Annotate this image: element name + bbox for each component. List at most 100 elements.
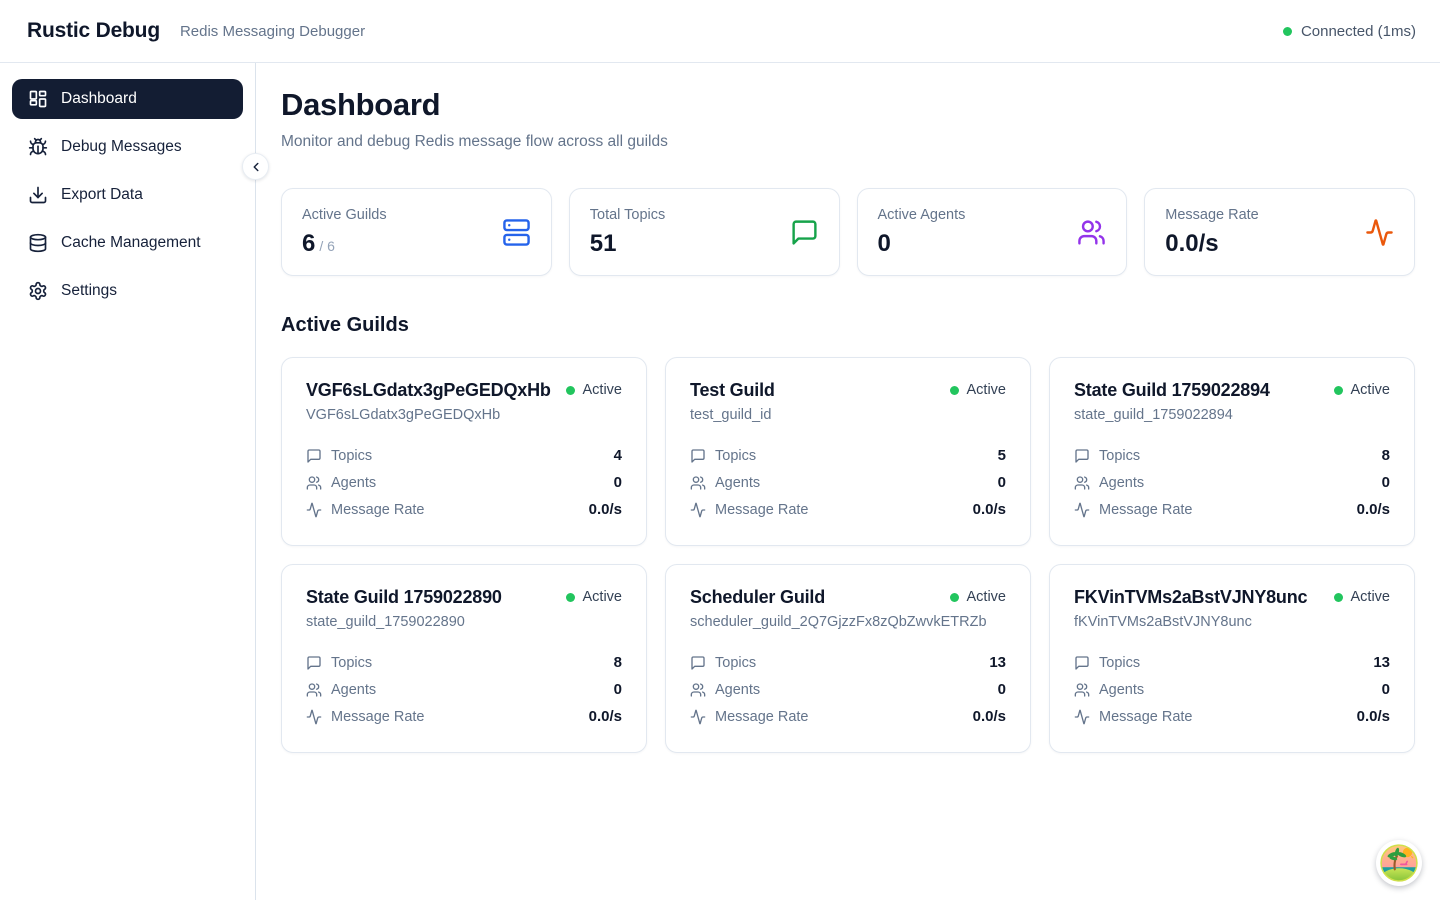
activity-icon	[690, 709, 706, 724]
stat-label: Message Rate	[1165, 206, 1259, 223]
guild-status-badge: Active	[565, 382, 623, 398]
sidebar-item-debug-messages[interactable]: Debug Messages	[12, 127, 243, 167]
guild-status-dot-icon	[949, 592, 959, 602]
users-icon	[690, 682, 706, 697]
guild-status-badge: Active	[565, 589, 623, 605]
guild-stat-value: 0.0/s	[588, 501, 622, 518]
guild-stat-value: 13	[989, 654, 1006, 671]
guild-id: VGF6sLGdatx3gPeGEDQxHb	[306, 407, 501, 423]
guild-stat-row: Message Rate 0.0/s	[1074, 703, 1390, 730]
guild-stat-value: 8	[613, 654, 622, 671]
stat-label: Total Topics	[589, 206, 666, 223]
guild-stat-value: 0	[997, 474, 1006, 491]
guild-id: scheduler_guild_2Q7GjzzFx8zQbZwvkETRZb	[690, 614, 987, 630]
sidebar-collapse-button[interactable]	[242, 153, 269, 180]
guild-stat-row: Message Rate 0.0/s	[690, 703, 1006, 730]
sidebar-item-export-data[interactable]: Export Data	[12, 175, 243, 215]
guild-status-badge: Active	[949, 589, 1007, 605]
app-header: Rustic Debug Redis Messaging Debugger Co…	[0, 0, 1440, 63]
guild-status-label: Active	[582, 589, 623, 605]
guild-stat-row: Topics 13	[690, 649, 1006, 676]
message-square-icon	[791, 219, 817, 245]
guild-stat-label: Message Rate	[690, 709, 809, 725]
activity-icon	[1074, 502, 1090, 517]
guild-stat-value: 0.0/s	[1356, 708, 1390, 725]
guild-card[interactable]: FKVinTVMs2aBstVJNY8unc Active fKVinTVMs2…	[1049, 564, 1415, 753]
guild-stat-label: Topics	[1074, 655, 1140, 671]
users-icon	[1074, 682, 1090, 697]
stat-card-message-rate: Message Rate 0.0/s	[1144, 188, 1415, 276]
guild-stat-row: Agents 0	[1074, 469, 1390, 496]
guild-stats: Topics 13 Agents 0 Message Rate 0.0/s	[690, 649, 1006, 730]
message-square-icon	[1075, 448, 1089, 463]
guild-status-dot-icon	[565, 592, 575, 602]
page-title: Dashboard	[281, 87, 441, 122]
guild-stat-label: Agents	[306, 475, 376, 491]
users-icon	[306, 475, 322, 490]
activity-icon	[1074, 709, 1090, 724]
activity-icon	[690, 502, 706, 517]
sidebar-item-label: Settings	[61, 282, 118, 299]
guild-name: VGF6sLGdatx3gPeGEDQxHb	[306, 380, 551, 400]
stat-value: 0	[877, 229, 891, 257]
guild-stat-label: Agents	[1074, 475, 1144, 491]
guild-stat-value: 5	[997, 447, 1006, 464]
guild-stat-row: Topics 5	[690, 442, 1006, 469]
guild-stat-label: Message Rate	[1074, 709, 1193, 725]
guild-stat-value: 0.0/s	[588, 708, 622, 725]
sidebar-item-dashboard[interactable]: Dashboard	[12, 79, 243, 119]
stats-row: Active Guilds 6/ 6 Total Topics 51 Activ…	[281, 188, 1415, 276]
guild-status-label: Active	[582, 382, 623, 398]
guild-stat-value: 4	[613, 447, 622, 464]
guild-stat-value: 0.0/s	[972, 501, 1006, 518]
guild-card[interactable]: Test Guild Active test_guild_id Topics 5…	[665, 357, 1031, 546]
guild-name: Test Guild	[690, 380, 775, 400]
guild-stat-row: Topics 8	[306, 649, 622, 676]
guild-card[interactable]: State Guild 1759022894 Active state_guil…	[1049, 357, 1415, 546]
guild-card[interactable]: State Guild 1759022890 Active state_guil…	[281, 564, 647, 753]
database-icon	[29, 233, 47, 253]
guild-status-badge: Active	[1333, 589, 1390, 605]
guild-grid: VGF6sLGdatx3gPeGEDQxHb Active VGF6sLGdat…	[281, 357, 1415, 753]
guild-id: state_guild_1759022894	[1074, 407, 1233, 423]
server-icon	[502, 218, 530, 246]
guild-status-badge: Active	[1333, 382, 1391, 398]
guild-stat-row: Agents 0	[690, 469, 1006, 496]
download-icon	[29, 186, 47, 204]
message-square-icon	[307, 655, 321, 670]
sidebar-item-settings[interactable]: Settings	[12, 271, 243, 311]
sidebar-item-cache-management[interactable]: Cache Management	[12, 223, 243, 263]
gear-icon	[29, 281, 47, 301]
guild-id: state_guild_1759022890	[306, 614, 465, 630]
stat-value: 6/ 6	[302, 229, 335, 257]
guild-name: Scheduler Guild	[690, 587, 826, 607]
activity-icon	[306, 709, 322, 724]
guild-name: FKVinTVMs2aBstVJNY8unc	[1074, 587, 1308, 607]
active-guilds-section-title: Active Guilds	[281, 314, 409, 336]
guild-stat-row: Topics 13	[1074, 649, 1390, 676]
guild-stat-row: Topics 8	[1074, 442, 1390, 469]
stat-value: 51	[589, 229, 617, 257]
guild-stat-row: Agents 0	[1074, 676, 1390, 703]
guild-status-label: Active	[966, 589, 1007, 605]
stat-card-active-guilds: Active Guilds 6/ 6	[281, 188, 552, 276]
guild-stat-label: Message Rate	[690, 502, 809, 518]
guild-stat-label: Agents	[690, 475, 760, 491]
guild-status-dot-icon	[1333, 385, 1343, 395]
stat-card-active-agents: Active Agents 0	[856, 188, 1128, 276]
users-icon	[306, 682, 322, 697]
sidebar-item-label: Export Data	[61, 186, 143, 203]
sidebar-item-label: Dashboard	[61, 90, 137, 107]
sidebar-item-label: Cache Management	[61, 234, 201, 251]
guild-stat-label: Topics	[1074, 448, 1140, 464]
guild-status-label: Active	[1350, 382, 1391, 398]
guild-id: fKVinTVMs2aBstVJNY8unc	[1074, 614, 1252, 630]
guild-card[interactable]: VGF6sLGdatx3gPeGEDQxHb Active VGF6sLGdat…	[281, 357, 647, 546]
guild-stat-row: Agents 0	[306, 469, 622, 496]
guild-stats: Topics 4 Agents 0 Message Rate 0.0/s	[306, 442, 622, 523]
guild-stat-value: 13	[1373, 654, 1390, 671]
guild-card[interactable]: Scheduler Guild Active scheduler_guild_2…	[665, 564, 1031, 753]
tropical-island-badge[interactable]	[1376, 840, 1422, 886]
guild-name: State Guild 1759022890	[306, 587, 502, 607]
guild-stat-row: Message Rate 0.0/s	[1074, 496, 1390, 523]
